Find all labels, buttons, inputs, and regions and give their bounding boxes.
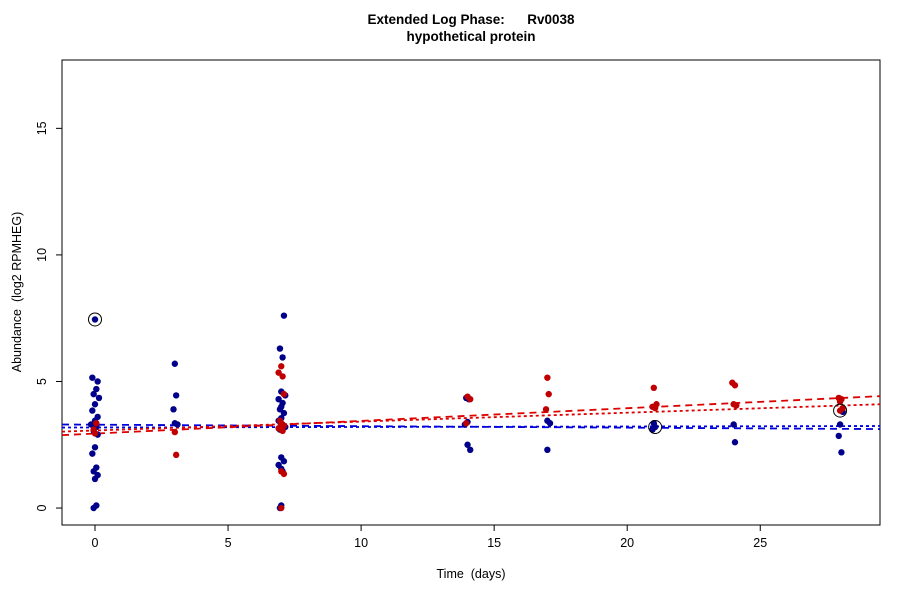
data-point-condition-red — [171, 428, 179, 436]
data-point-condition-red — [278, 504, 285, 512]
data-point-condition-red — [836, 398, 844, 405]
data-point-condition-red — [731, 382, 739, 389]
data-point-condition-blue — [279, 354, 286, 361]
x-tick-label: 20 — [620, 536, 634, 550]
x-tick-label: 5 — [225, 536, 232, 550]
data-point-condition-blue — [91, 316, 99, 323]
y-tick-label: 5 — [35, 378, 49, 385]
data-point-condition-red — [279, 373, 286, 380]
data-point-condition-blue — [94, 378, 101, 385]
data-point-condition-red — [544, 374, 551, 381]
data-point-condition-blue — [649, 426, 656, 433]
data-point-condition-red — [733, 402, 740, 409]
plot-box — [61, 59, 881, 526]
y-tick-label: 0 — [35, 505, 49, 512]
data-point-condition-blue — [174, 421, 181, 428]
data-point-condition-blue — [89, 407, 96, 414]
x-tick-label: 10 — [354, 536, 368, 550]
data-point-condition-blue — [836, 421, 844, 428]
data-point-condition-blue — [275, 395, 282, 403]
y-tick-label: 10 — [35, 248, 49, 262]
highlight-circle — [87, 312, 102, 327]
data-point-condition-blue — [91, 444, 99, 451]
x-tick-label: 25 — [753, 536, 767, 550]
data-point-condition-blue — [87, 421, 95, 428]
data-point-condition-blue — [838, 449, 845, 456]
data-point-condition-red — [651, 404, 659, 412]
data-point-condition-blue — [170, 406, 177, 413]
data-point-condition-blue — [280, 409, 288, 417]
data-point-condition-blue — [90, 504, 97, 512]
data-point-condition-red — [278, 363, 285, 370]
data-point-condition-red — [93, 420, 100, 427]
x-axis-label: Time (days) — [436, 567, 506, 581]
data-point-condition-red — [280, 470, 288, 478]
data-point-condition-red — [275, 369, 282, 376]
trend-line-red-fit-2 — [61, 403, 881, 433]
y-tick-label: 15 — [35, 121, 49, 135]
highlight-circle — [833, 403, 848, 418]
data-point-condition-blue — [91, 475, 99, 483]
data-point-condition-red — [650, 384, 658, 392]
data-point-condition-red — [280, 390, 288, 398]
chart-subtitle: hypothetical protein — [406, 29, 536, 44]
data-point-condition-blue — [467, 446, 474, 454]
data-point-condition-blue — [546, 420, 554, 427]
data-point-condition-blue — [276, 406, 284, 413]
data-point-condition-blue — [90, 468, 97, 475]
data-point-condition-blue — [835, 432, 842, 440]
data-point-condition-blue — [172, 392, 180, 399]
data-point-condition-blue — [89, 374, 96, 381]
trend-line-red-fit-1 — [61, 395, 881, 437]
data-point-condition-blue — [730, 421, 737, 428]
data-point-condition-blue — [731, 439, 739, 446]
data-point-condition-red — [542, 406, 550, 413]
x-tick-label: 15 — [487, 536, 501, 550]
data-point-condition-blue — [276, 345, 284, 352]
data-point-condition-blue — [280, 312, 288, 319]
chart-title: Extended Log Phase: Rv0038 — [367, 12, 575, 27]
highlight-circle — [648, 420, 663, 435]
data-point-condition-blue — [91, 401, 99, 408]
data-point-condition-blue — [464, 441, 471, 448]
data-point-condition-blue — [93, 385, 100, 393]
data-point-condition-red — [463, 420, 470, 427]
data-point-condition-red — [91, 430, 99, 437]
data-point-condition-red — [279, 427, 286, 435]
data-point-condition-blue — [280, 458, 288, 465]
data-point-condition-blue — [95, 394, 103, 402]
y-axis-label: Abundance (log2 RPMHEG) — [10, 211, 24, 373]
x-tick-label: 0 — [92, 536, 99, 550]
data-point-condition-blue — [544, 446, 551, 454]
data-point-condition-red — [280, 422, 288, 429]
data-point-condition-red — [836, 407, 844, 414]
data-point-condition-blue — [89, 450, 96, 457]
data-point-condition-blue — [90, 390, 97, 398]
data-point-condition-red — [467, 395, 474, 403]
data-point-condition-red — [545, 390, 552, 398]
trend-line-blue-fit-2 — [61, 425, 881, 429]
data-point-condition-blue — [171, 360, 179, 367]
data-point-condition-red — [172, 451, 180, 459]
